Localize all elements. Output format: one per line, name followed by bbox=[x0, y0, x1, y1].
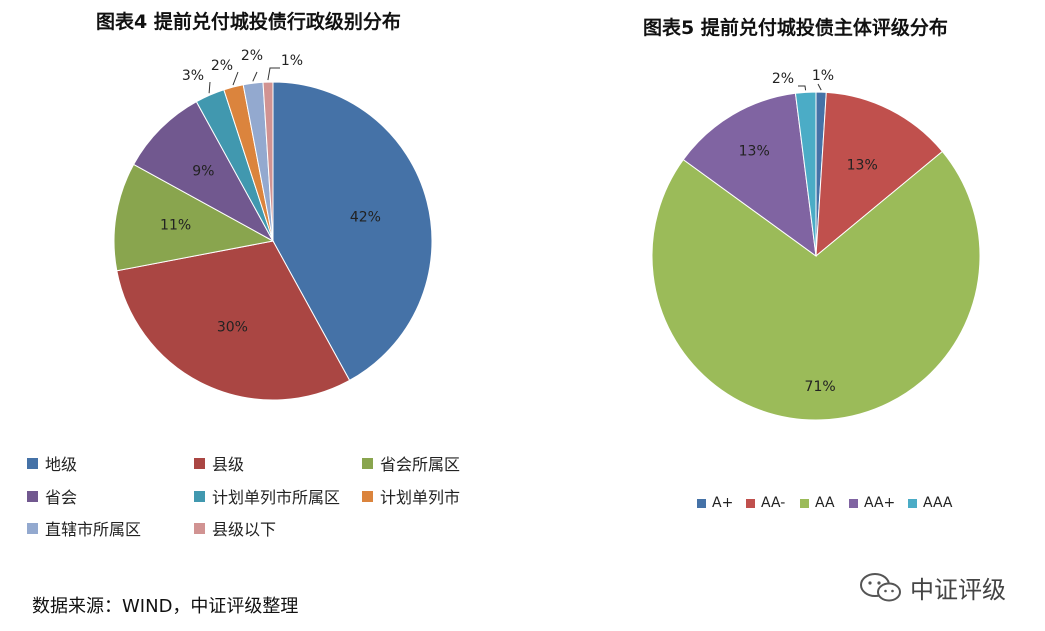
data-label: 2% bbox=[241, 48, 263, 64]
chart-title-admin-level: 图表4 提前兑付城投债行政级别分布 bbox=[96, 11, 401, 33]
pie-slice bbox=[815, 91, 944, 258]
pie-slice bbox=[132, 100, 275, 243]
leader-line bbox=[267, 67, 280, 81]
pie-slice bbox=[272, 81, 433, 382]
legend-label: 计划单列市所属区 bbox=[212, 488, 341, 507]
data-label: 13% bbox=[739, 144, 770, 160]
legend-label: 计划单列市 bbox=[380, 488, 461, 507]
legend-item: AAA bbox=[908, 495, 953, 511]
legend-item: 省会 bbox=[27, 484, 77, 508]
pie-slice bbox=[262, 81, 274, 242]
legend-label: 县级以下 bbox=[212, 520, 277, 539]
legend-item: AA+ bbox=[849, 495, 895, 511]
legend-item: 直辖市所属区 bbox=[27, 516, 141, 540]
wechat-icon bbox=[860, 572, 901, 601]
watermark: 中证评级 bbox=[858, 570, 1006, 605]
leader-line bbox=[208, 81, 211, 94]
legend-swatch bbox=[800, 498, 809, 508]
pie-slice bbox=[794, 91, 817, 257]
leader-line bbox=[232, 71, 239, 86]
legend-swatch bbox=[908, 498, 917, 508]
legend-swatch bbox=[697, 498, 706, 508]
legend-swatch bbox=[27, 490, 38, 502]
leader-line bbox=[817, 83, 822, 91]
leader-line bbox=[798, 85, 807, 91]
pie-slice bbox=[651, 150, 981, 421]
data-source-note: 数据来源：WIND，中证评级整理 bbox=[32, 596, 299, 617]
chart-title-rating: 图表5 提前兑付城投债主体评级分布 bbox=[643, 17, 948, 39]
legend-item: 计划单列市 bbox=[362, 484, 460, 508]
legend-item: A+ bbox=[697, 495, 733, 511]
legend-swatch bbox=[362, 457, 373, 469]
legend-label: 省会所属区 bbox=[380, 455, 461, 474]
data-label: 2% bbox=[772, 71, 794, 87]
legend-swatch bbox=[194, 457, 205, 469]
legend-label: AAA bbox=[923, 495, 953, 511]
legend-item: 省会所属区 bbox=[362, 451, 460, 475]
legend-label: 县级 bbox=[212, 455, 245, 474]
legend-swatch bbox=[746, 498, 755, 508]
legend-item: 县级以下 bbox=[194, 516, 276, 540]
legend-label: A+ bbox=[712, 495, 734, 511]
data-label: 3% bbox=[182, 68, 204, 84]
legend-swatch bbox=[362, 490, 373, 502]
legend-label: AA bbox=[815, 495, 835, 511]
leader-line bbox=[252, 71, 258, 82]
legend-swatch bbox=[194, 522, 205, 534]
legend-item: AA- bbox=[746, 495, 785, 511]
data-label: 13% bbox=[847, 157, 878, 173]
legend-item: 地级 bbox=[27, 451, 77, 475]
legend-label: AA+ bbox=[864, 495, 896, 511]
legend-label: 直辖市所属区 bbox=[45, 520, 142, 539]
legend-label: 地级 bbox=[45, 455, 78, 474]
pie-slice bbox=[116, 240, 351, 401]
data-label: 9% bbox=[192, 163, 214, 179]
legend-item: 计划单列市所属区 bbox=[194, 484, 340, 508]
legend-swatch bbox=[27, 522, 38, 534]
legend-item: 县级 bbox=[194, 451, 244, 475]
legend-item: AA bbox=[800, 495, 835, 511]
legend-swatch bbox=[849, 498, 858, 508]
data-label: 71% bbox=[805, 379, 836, 395]
data-label: 30% bbox=[217, 319, 248, 335]
data-label: 42% bbox=[350, 209, 381, 225]
legend-swatch bbox=[27, 457, 38, 469]
data-label: 2% bbox=[211, 58, 233, 74]
legend-label: 省会 bbox=[45, 488, 78, 507]
legend-label: AA- bbox=[761, 495, 786, 511]
data-label: 1% bbox=[281, 53, 303, 69]
watermark-text: 中证评级 bbox=[910, 576, 1006, 604]
data-label: 1% bbox=[812, 68, 834, 84]
legend-swatch bbox=[194, 490, 205, 502]
pie-slice bbox=[113, 163, 275, 272]
data-label: 11% bbox=[160, 218, 191, 234]
pie-slice bbox=[682, 92, 817, 258]
